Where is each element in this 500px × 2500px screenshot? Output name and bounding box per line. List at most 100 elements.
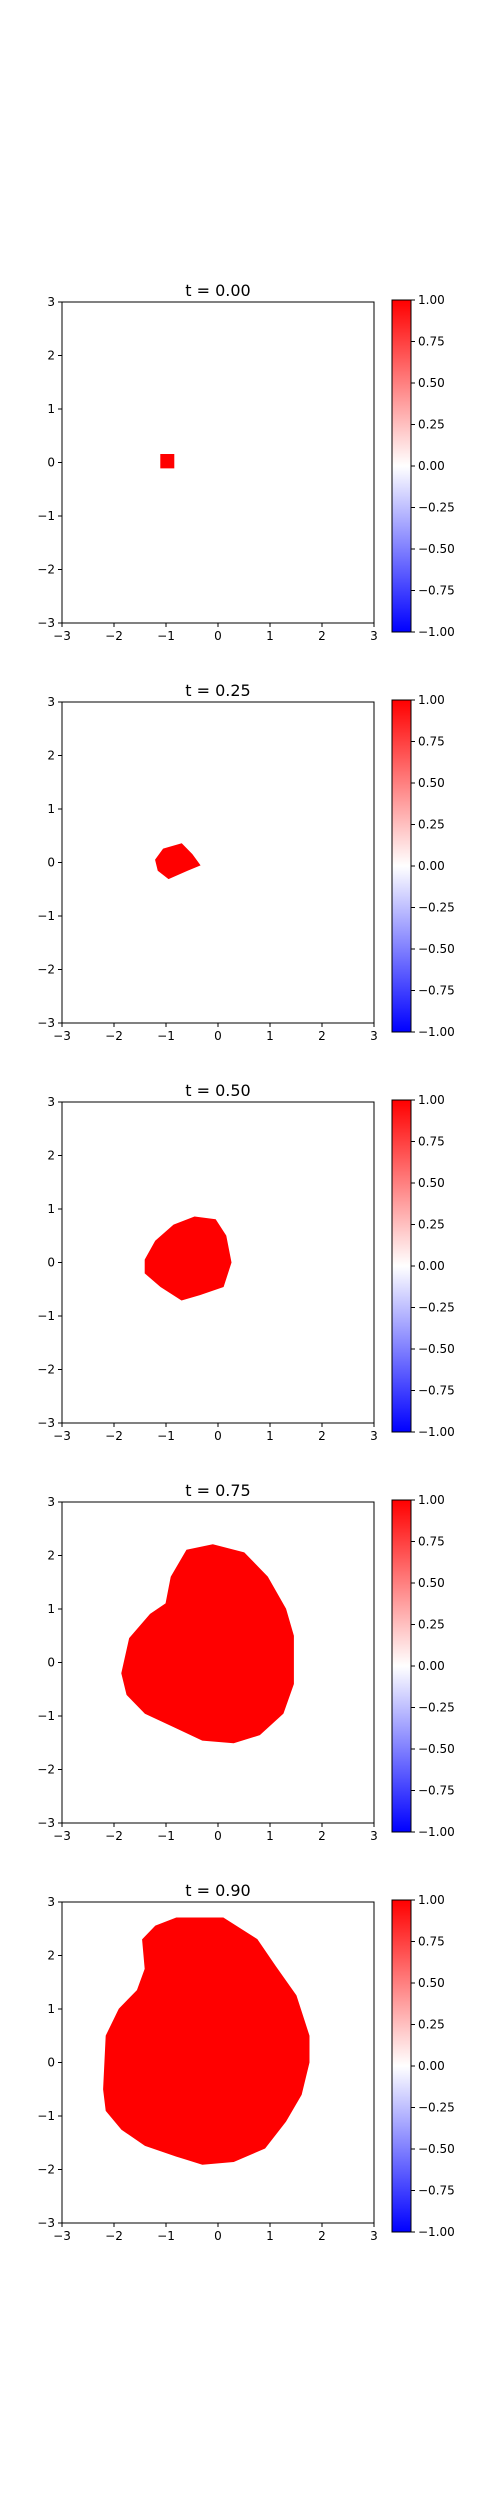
y-tick-label: −3 xyxy=(37,2216,55,2230)
x-tick-label: −3 xyxy=(53,2229,71,2243)
x-tick-label: 2 xyxy=(318,629,326,643)
colorbar-tick-label: 0.25 xyxy=(418,818,445,832)
x-tick-label: 2 xyxy=(318,1429,326,1443)
x-tick-label: −1 xyxy=(157,1829,175,1843)
y-tick-label: −2 xyxy=(37,963,55,977)
y-tick-label: −1 xyxy=(37,1309,55,1323)
y-tick-label: −1 xyxy=(37,509,55,523)
y-tick-label: 1 xyxy=(47,2002,55,2016)
colorbar-tick-label: −0.25 xyxy=(418,1701,455,1715)
y-tick-label: 1 xyxy=(47,402,55,416)
y-tick-label: −3 xyxy=(37,1016,55,1030)
colorbar-tick-label: 0.00 xyxy=(418,459,445,473)
chart-title: t = 0.75 xyxy=(185,1481,250,1500)
colorbar-tick-label: 0.50 xyxy=(418,1976,445,1990)
y-tick-label: −1 xyxy=(37,2109,55,2123)
colorbar-tick-label: 1.00 xyxy=(418,1493,445,1507)
x-tick-label: 3 xyxy=(370,1429,378,1443)
x-tick-label: 2 xyxy=(318,1829,326,1843)
x-tick-label: 2 xyxy=(318,2229,326,2243)
colorbar-tick-label: −0.25 xyxy=(418,1301,455,1315)
colorbar-tick-label: −0.25 xyxy=(418,501,455,515)
x-tick-label: −3 xyxy=(53,1029,71,1043)
chart-title: t = 0.25 xyxy=(185,681,250,700)
colorbar-tick-label: −1.00 xyxy=(418,1825,455,1839)
colorbar-tick-label: −0.75 xyxy=(418,1784,455,1798)
colorbar-tick-label: 1.00 xyxy=(418,293,445,307)
x-tick-label: 2 xyxy=(318,1029,326,1043)
chart-title: t = 0.50 xyxy=(185,1081,250,1100)
colorbar-tick-label: −0.50 xyxy=(418,542,455,556)
colorbar xyxy=(392,300,411,632)
active-region xyxy=(161,455,174,468)
colorbar-tick-label: 0.25 xyxy=(418,418,445,432)
colorbar xyxy=(392,1100,411,1432)
subplot-3: t = 0.75−3 −2 −1 0 1 2 3−3−2−10123−1.00−0.75−0… xyxy=(37,1481,454,1843)
colorbar-tick-label: −0.75 xyxy=(418,2184,455,2198)
colorbar-tick-label: 0.00 xyxy=(418,2059,445,2073)
colorbar-tick-label: −1.00 xyxy=(418,2225,455,2239)
subplot-4: t = 0.90−3 −2 −1 0 1 2 3−3−2−10123−1.00−0.75−0… xyxy=(37,1881,454,2243)
colorbar-tick-label: 0.25 xyxy=(418,1218,445,1232)
y-tick-label: 3 xyxy=(47,1895,55,1909)
y-tick-label: −1 xyxy=(37,909,55,923)
y-tick-label: 0 xyxy=(47,2056,55,2070)
plot-area xyxy=(62,702,374,1023)
x-tick-label: −1 xyxy=(157,2229,175,2243)
x-tick-label: 0 xyxy=(214,629,222,643)
colorbar-tick-label: 0.75 xyxy=(418,335,445,349)
x-tick-label: 1 xyxy=(266,2229,274,2243)
y-tick-label: 2 xyxy=(47,1149,55,1163)
colorbar-tick-label: −0.75 xyxy=(418,584,455,598)
y-tick-label: 2 xyxy=(47,1549,55,1563)
x-tick-label: −2 xyxy=(105,629,123,643)
x-tick-label: −2 xyxy=(105,1429,123,1443)
colorbar-tick-label: −1.00 xyxy=(418,1425,455,1439)
colorbar xyxy=(392,700,411,1032)
subplot-1: t = 0.25 −3 −2 −1 0 1 2 3 −3 −2 −1 0 1 2 3 −1.00 −0.75 −0… xyxy=(37,681,454,1043)
colorbar-tick-label: −0.75 xyxy=(418,1384,455,1398)
colorbar-tick-label: 0.75 xyxy=(418,1935,445,1949)
x-tick-label: 0 xyxy=(214,1429,222,1443)
y-tick-label: 2 xyxy=(47,1949,55,1963)
colorbar-tick-label: 0.75 xyxy=(418,735,445,749)
colorbar xyxy=(392,1900,411,2232)
colorbar-tick-label: 0.25 xyxy=(418,2018,445,2032)
y-tick-label: −3 xyxy=(37,1816,55,1830)
colorbar-tick-label: 0.00 xyxy=(418,1259,445,1273)
colorbar xyxy=(392,1500,411,1832)
colorbar-tick-label: −0.25 xyxy=(418,901,455,915)
x-tick-label: 1 xyxy=(266,1829,274,1843)
x-tick-label: 1 xyxy=(266,629,274,643)
x-tick-label: −3 xyxy=(53,629,71,643)
colorbar-tick-label: −0.50 xyxy=(418,1342,455,1356)
colorbar-tick-label: −1.00 xyxy=(418,625,455,639)
plot-area xyxy=(62,302,374,623)
x-tick-label: 3 xyxy=(370,1829,378,1843)
colorbar-tick-label: −0.75 xyxy=(418,984,455,998)
y-tick-label: −2 xyxy=(37,1363,55,1377)
y-tick-label: 2 xyxy=(47,749,55,763)
x-tick-label: −1 xyxy=(157,1029,175,1043)
x-tick-label: −1 xyxy=(157,629,175,643)
y-tick-label: 2 xyxy=(47,349,55,363)
y-tick-label: −2 xyxy=(37,2163,55,2177)
y-tick-label: 0 xyxy=(47,1656,55,1670)
y-tick-label: 0 xyxy=(47,1256,55,1270)
colorbar-tick-label: 1.00 xyxy=(418,1093,445,1107)
colorbar-tick-label: 0.50 xyxy=(418,776,445,790)
x-tick-label: 1 xyxy=(266,1429,274,1443)
y-tick-label: −2 xyxy=(37,563,55,577)
x-tick-label: −2 xyxy=(105,2229,123,2243)
colorbar-tick-label: 0.00 xyxy=(418,1659,445,1673)
colorbar-tick-label: 0.50 xyxy=(418,376,445,390)
y-tick-label: −1 xyxy=(37,1709,55,1723)
y-tick-label: −2 xyxy=(37,1763,55,1777)
chart-title: t = 0.90 xyxy=(185,1881,250,1900)
y-tick-label: 3 xyxy=(47,695,55,709)
y-tick-label: 0 xyxy=(47,856,55,870)
x-tick-label: 0 xyxy=(214,2229,222,2243)
x-tick-label: −2 xyxy=(105,1029,123,1043)
x-tick-label: −3 xyxy=(53,1429,71,1443)
